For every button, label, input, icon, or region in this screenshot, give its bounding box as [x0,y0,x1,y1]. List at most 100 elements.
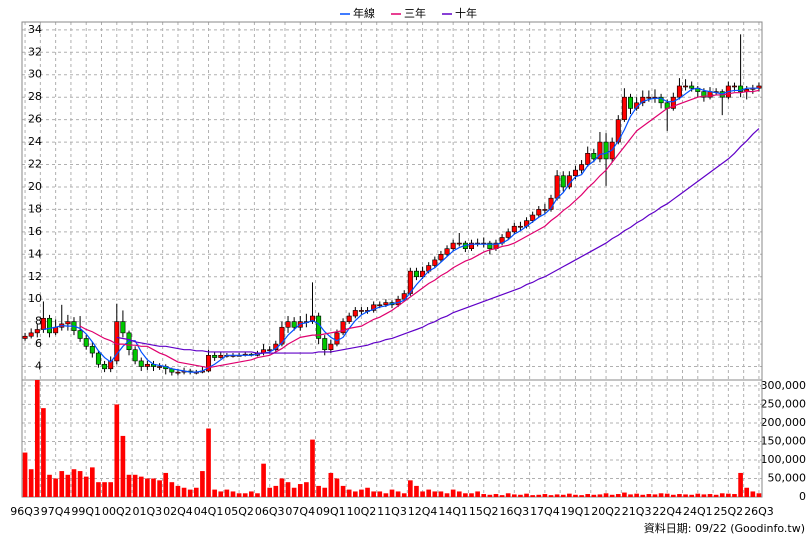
volume-bar [689,494,694,497]
volume-bar [622,492,627,497]
candle-body [572,169,578,177]
x-tick-label: 97Q4 [41,505,71,518]
volume-bar [132,474,138,497]
candle-body [640,96,646,104]
candle-body [285,321,291,328]
candle-body [511,225,517,233]
x-tick-label: 20Q2 [591,505,621,518]
y-tick-label: 18 [28,202,42,215]
volume-bar [548,495,554,497]
volume-bar [420,491,425,497]
candle-body [157,366,163,368]
volume-bar [47,474,52,497]
volume-bar [193,487,199,497]
candle-body [218,355,224,358]
y-tick-label: 16 [28,225,42,238]
volume-bar [224,489,230,497]
x-tick-label: 09Q1 [316,505,346,518]
candle-body [22,335,28,339]
candle-body [413,270,419,278]
volume-bar [285,482,291,497]
volume-bar [212,489,217,497]
volume-bar [726,493,731,497]
candle-body [542,209,548,211]
volume-bar [395,491,401,497]
candle-body [646,96,652,99]
y-tick-label: 14 [28,247,42,260]
candle-body [95,352,101,365]
candle-body [456,242,462,245]
y-tick-label: 32 [28,45,42,58]
volume-bar [316,485,321,497]
volume-bar [695,493,701,497]
candle-body [756,85,762,89]
x-tick-label: 96Q3 [10,505,40,518]
volume-bar [597,494,603,497]
volume-bar [560,494,566,497]
volume-bar [499,495,505,497]
candle-body [554,175,560,199]
volume-bar [59,471,65,497]
volume-bar [90,467,95,497]
volume-tick-label: 150,000 [761,434,807,447]
candle-body [120,321,126,334]
x-tick-label: 22Q4 [652,505,682,518]
volume-bar [34,380,40,497]
candle-body [444,248,450,255]
volume-bar [352,491,358,497]
volume-bar [279,478,285,497]
volume-bar [371,491,376,497]
volume-bar [297,484,303,497]
volume-bar [365,487,370,497]
candle-body [505,231,511,238]
candle-body [291,321,297,328]
candle-body [731,85,737,88]
volume-bar [573,494,578,497]
volume-bar [206,428,211,497]
x-tick-label: 11Q3 [377,505,407,518]
candle-body [670,96,676,109]
candle-body [47,317,53,334]
volume-bar [22,452,28,497]
candle-body [309,315,315,322]
volume-bar [102,482,107,497]
candle-body [591,153,597,160]
volume-bar [756,493,762,497]
volume-bar [261,463,266,497]
volume-tick-label: 200,000 [761,416,807,429]
volume-bar [591,494,597,497]
volume-bar [377,491,383,497]
volume-bar [145,478,150,497]
volume-bar [456,491,462,497]
candle-body [676,85,682,98]
volume-bar [114,404,120,497]
volume-bar [151,478,156,497]
x-tick-label: 16Q3 [499,505,529,518]
volume-bar [242,493,248,497]
y-tick-label: 30 [28,68,42,81]
candle-body [279,326,285,345]
x-tick-label: 99Q1 [71,505,101,518]
y-tick-label: 22 [28,158,42,171]
legend-label: 十年 [455,6,477,20]
y-tick-label: 28 [28,90,42,103]
volume-bar [713,494,719,497]
legend-label: 三年 [404,6,426,20]
volume-bar [273,485,279,497]
candle-body [603,141,609,160]
x-tick-label: 12Q4 [408,505,438,518]
volume-bar [475,491,480,497]
volume-bar [640,494,646,497]
candle-body [138,360,144,367]
volume-bar [505,493,511,497]
volume-tick-label: 250,000 [761,397,807,410]
candle-body [579,164,585,171]
volume-bar [670,494,676,497]
volume-bar [249,491,254,497]
x-tick-label: 17Q4 [530,505,560,518]
volume-bar [187,489,193,497]
volume-bar [322,487,328,497]
volume-bar [28,469,34,497]
candle-body [206,355,212,372]
